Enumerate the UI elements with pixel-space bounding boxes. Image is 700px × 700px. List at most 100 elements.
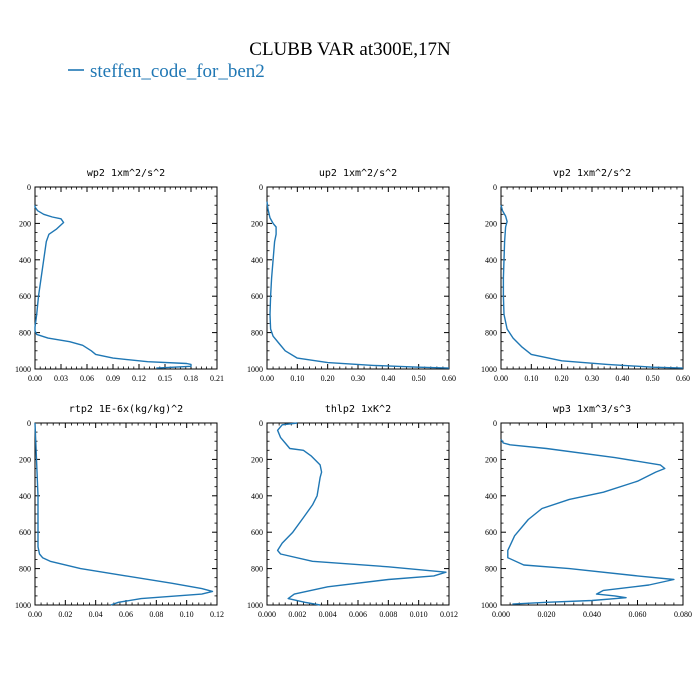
x-tick-label: 0.012 (440, 610, 458, 619)
y-tick-label: 800 (19, 565, 31, 574)
x-tick-label: 0.10 (524, 374, 538, 383)
y-tick-label: 600 (485, 292, 497, 301)
x-tick-label: 0.40 (381, 374, 395, 383)
x-tick-label: 0.20 (321, 374, 335, 383)
x-tick-label: 0.06 (119, 610, 133, 619)
x-tick-label: 0.10 (180, 610, 194, 619)
y-tick-label: 1000 (247, 601, 263, 610)
panel-3: vp2 1xm^2/s^2 0.00 0.10 0.20 0.30 0.40 0.50 0.6… (481, 168, 690, 383)
plot-frame (500, 186, 684, 370)
y-tick-label: 600 (19, 528, 31, 537)
x-tick-label: 0.004 (319, 610, 337, 619)
y-tick-label: 600 (485, 528, 497, 537)
x-tick-label: 0.00 (260, 374, 274, 383)
y-tick-label: 800 (251, 565, 263, 574)
x-tick-label: 0.040 (583, 610, 601, 619)
panel-6: wp3 1xm^3/s^3 0.000 0.020 0.040 0.060 0.080 0 2… (481, 404, 692, 619)
y-tick-label: 200 (485, 219, 497, 228)
y-tick-label: 0 (493, 419, 497, 428)
panels: wp2 1xm^2/s^2 0.00 0.03 0.06 0.09 0.12 0.15 0.1… (15, 168, 692, 619)
x-tick-label: 0.03 (54, 374, 68, 383)
y-tick-label: 800 (251, 329, 263, 338)
panel-title: rtp2 1E-6x(kg/kg)^2 (69, 404, 183, 415)
plot-frame (34, 186, 218, 370)
series-line (276, 422, 447, 606)
y-tick-label: 0 (259, 183, 263, 192)
y-tick-label: 600 (251, 528, 263, 537)
x-tick-label: 0.10 (290, 374, 304, 383)
legend-label: steffen_code_for_ben2 (90, 61, 265, 82)
x-tick-label: 0.60 (442, 374, 456, 383)
y-tick-label: 1000 (247, 365, 263, 374)
x-tick-label: 0.08 (149, 610, 163, 619)
series-line (266, 201, 450, 369)
series-line (500, 439, 675, 605)
y-tick-label: 400 (485, 492, 497, 501)
y-tick-label: 0 (493, 183, 497, 192)
panel-title: vp2 1xm^2/s^2 (553, 168, 631, 179)
x-tick-label: 0.04 (89, 610, 103, 619)
panel-5: thlp2 1xK^2 0.000 0.002 0.004 0.006 0.008 0.01… (247, 404, 458, 619)
y-tick-label: 400 (251, 492, 263, 501)
y-tick-label: 0 (27, 419, 31, 428)
x-tick-label: 0.60 (676, 374, 690, 383)
x-tick-label: 0.09 (106, 374, 120, 383)
x-tick-label: 0.00 (28, 374, 42, 383)
panel-title: thlp2 1xK^2 (325, 404, 391, 415)
x-tick-label: 0.02 (58, 610, 72, 619)
x-tick-label: 0.12 (210, 610, 224, 619)
x-tick-label: 0.00 (494, 374, 508, 383)
x-tick-label: 0.50 (412, 374, 426, 383)
y-tick-label: 200 (19, 219, 31, 228)
y-tick-label: 800 (19, 329, 31, 338)
y-tick-label: 600 (251, 292, 263, 301)
x-tick-label: 0.000 (492, 610, 510, 619)
plot-frame (266, 186, 450, 370)
x-tick-label: 0.020 (538, 610, 556, 619)
y-tick-label: 1000 (15, 601, 31, 610)
panel-title: up2 1xm^2/s^2 (319, 168, 397, 179)
y-tick-label: 800 (485, 565, 497, 574)
y-tick-label: 200 (251, 219, 263, 228)
panel-title: wp3 1xm^3/s^3 (553, 404, 631, 415)
panel-2: up2 1xm^2/s^2 0.00 0.10 0.20 0.30 0.40 0.50 0.6… (247, 168, 456, 383)
x-tick-label: 0.008 (379, 610, 397, 619)
x-tick-label: 0.080 (674, 610, 692, 619)
x-tick-label: 0.06 (80, 374, 94, 383)
panel-1: wp2 1xm^2/s^2 0.00 0.03 0.06 0.09 0.12 0.15 0.1… (15, 168, 224, 383)
figure-title: CLUBB VAR at300E,17N (249, 39, 451, 60)
y-tick-label: 400 (19, 256, 31, 265)
x-tick-label: 0.15 (158, 374, 172, 383)
y-tick-label: 200 (485, 455, 497, 464)
y-tick-label: 400 (485, 256, 497, 265)
x-tick-label: 0.40 (615, 374, 629, 383)
x-tick-label: 0.12 (132, 374, 146, 383)
y-tick-label: 0 (259, 419, 263, 428)
panel-title: wp2 1xm^2/s^2 (87, 168, 165, 179)
plot-frame (266, 422, 450, 606)
panel-4: rtp2 1E-6x(kg/kg)^2 0.00 0.02 0.04 0.06 0.08 0… (15, 404, 224, 619)
legend: steffen_code_for_ben2 (68, 61, 265, 82)
y-tick-label: 1000 (15, 365, 31, 374)
x-tick-label: 0.060 (629, 610, 647, 619)
x-tick-label: 0.30 (351, 374, 365, 383)
x-tick-label: 0.50 (646, 374, 660, 383)
y-tick-label: 200 (19, 455, 31, 464)
series-line (34, 205, 192, 369)
x-tick-label: 0.21 (210, 374, 224, 383)
y-tick-label: 800 (485, 329, 497, 338)
x-tick-label: 0.30 (585, 374, 599, 383)
y-tick-label: 600 (19, 292, 31, 301)
y-tick-label: 1000 (481, 601, 497, 610)
x-tick-label: 0.20 (555, 374, 569, 383)
y-tick-label: 200 (251, 455, 263, 464)
x-tick-label: 0.00 (28, 610, 42, 619)
y-tick-label: 400 (251, 256, 263, 265)
x-tick-label: 0.010 (410, 610, 428, 619)
series-line (500, 205, 684, 369)
x-tick-label: 0.002 (288, 610, 306, 619)
y-tick-label: 0 (27, 183, 31, 192)
y-tick-label: 1000 (481, 365, 497, 374)
x-tick-label: 0.18 (184, 374, 198, 383)
